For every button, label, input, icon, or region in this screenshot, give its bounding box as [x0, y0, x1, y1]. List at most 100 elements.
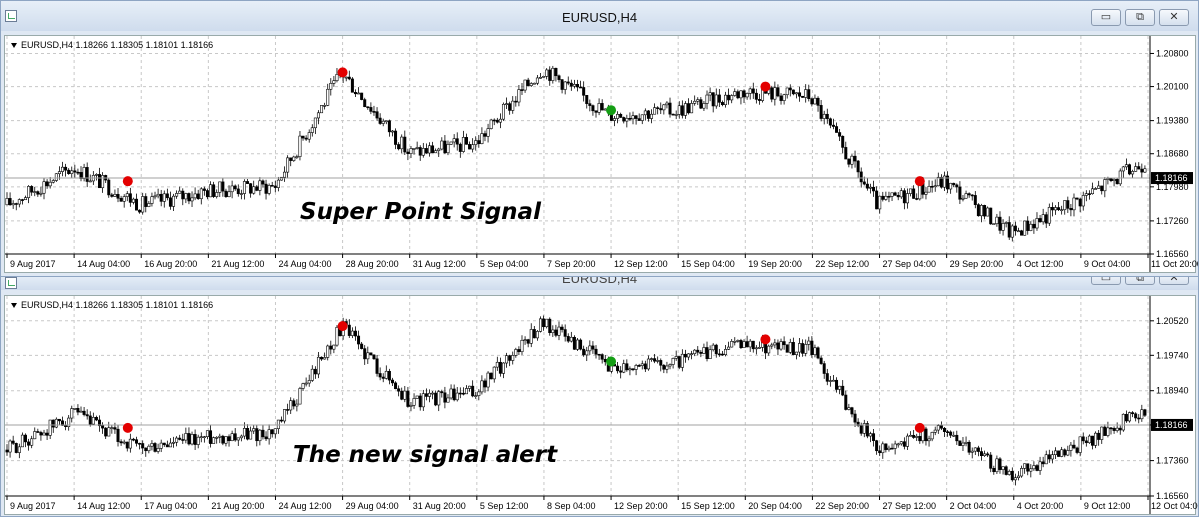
candle-body: [1041, 461, 1045, 465]
chart-window-top[interactable]: EURUSD,H4 ▭ ⧉ ✕ 1.20800 1.20100 1.19380 1.1…: [0, 0, 1199, 278]
candle-body: [936, 425, 940, 431]
candle-body: [591, 345, 595, 350]
candle-body: [249, 183, 253, 194]
candle-body: [387, 370, 391, 381]
candle-body: [209, 184, 213, 198]
candle-body: [187, 433, 191, 445]
candle-body: [757, 99, 761, 101]
candle-body: [218, 181, 222, 193]
signal-dot: [122, 422, 133, 433]
candle-body: [739, 90, 743, 99]
candle-body: [307, 132, 311, 140]
candle-body: [560, 79, 564, 90]
candle-body: [967, 441, 971, 453]
close-button[interactable]: ✕: [1159, 277, 1189, 285]
candle-body: [249, 430, 253, 440]
candle-body: [168, 442, 172, 448]
candle-body: [492, 119, 496, 122]
candle-body: [653, 107, 657, 115]
candle-body: [421, 148, 425, 156]
candle-body: [477, 391, 481, 396]
minimize-button[interactable]: ▭: [1091, 277, 1121, 285]
current-price-box: [1151, 172, 1193, 185]
candle-body: [782, 94, 786, 101]
candle-body: [961, 197, 965, 200]
time-label: 31 Aug 12:00: [413, 259, 466, 269]
price-label: 1.19740: [1156, 350, 1189, 360]
candle-body: [1060, 449, 1064, 457]
candle-body: [316, 356, 320, 375]
candle-body: [714, 344, 718, 355]
candle-body: [421, 393, 425, 408]
candle-body: [868, 186, 872, 189]
candle-body: [1066, 200, 1070, 209]
signal-dot: [914, 422, 925, 433]
symbol-info[interactable]: EURUSD,H4 1.18266 1.18305 1.18101 1.1816…: [11, 40, 213, 50]
price-label: 1.20800: [1156, 48, 1189, 58]
title-bar[interactable]: EURUSD,H4 ▭ ⧉ ✕: [1, 1, 1198, 31]
candle-body: [1013, 477, 1017, 481]
candle-body: [85, 414, 89, 417]
candle-body: [708, 349, 712, 359]
candle-body: [523, 79, 527, 91]
minimize-button[interactable]: ▭: [1091, 9, 1121, 26]
candle-body: [939, 176, 943, 188]
chart-window-icon[interactable]: [5, 10, 17, 22]
candle-body: [246, 428, 250, 440]
restore-button[interactable]: ⧉: [1125, 9, 1155, 26]
chart-area[interactable]: 1.20520 1.19740 1.18940 1.18166 1.17360 1.165…: [4, 295, 1198, 516]
candle-body: [209, 430, 213, 444]
candle-body: [650, 113, 654, 119]
candle-body: [498, 361, 502, 374]
candle-body: [1131, 171, 1135, 175]
candle-body: [819, 105, 823, 119]
candle-body: [353, 330, 357, 337]
candle-body: [61, 166, 65, 172]
candle-body: [560, 326, 564, 330]
candle-body: [813, 97, 817, 105]
chart-window-icon[interactable]: [5, 277, 17, 289]
candle-body: [847, 158, 851, 165]
close-button[interactable]: ✕: [1159, 9, 1189, 26]
candle-body: [1094, 188, 1098, 190]
candle-body: [1072, 444, 1076, 449]
chevron-down-icon[interactable]: [11, 303, 17, 309]
candle-body: [841, 135, 845, 148]
candle-body: [224, 436, 228, 444]
candle-body: [779, 95, 783, 101]
chart-window-bottom[interactable]: EURUSD,H4 ▭ ⧉ ✕ 1.20520 1.19740 1.18940 1.1…: [0, 276, 1199, 517]
price-label: 1.16560: [1156, 491, 1189, 501]
candle-body: [147, 445, 151, 452]
symbol-info[interactable]: EURUSD,H4 1.18266 1.18305 1.18101 1.1816…: [11, 300, 213, 310]
candle-body: [785, 87, 789, 96]
candle-body: [893, 192, 897, 196]
candle-body: [828, 380, 832, 382]
candle-body: [936, 176, 940, 187]
restore-button[interactable]: ⧉: [1125, 277, 1155, 285]
title-bar[interactable]: EURUSD,H4 ▭ ⧉ ✕: [1, 277, 1198, 290]
candle-body: [893, 443, 897, 449]
price-chart[interactable]: 1.20800 1.20100 1.19380 1.18680 1.17980 1.172…: [5, 36, 1198, 274]
candle-body: [461, 137, 465, 152]
chevron-down-icon[interactable]: [11, 43, 17, 49]
chart-area[interactable]: 1.20800 1.20100 1.19380 1.18680 1.17980 1.172…: [4, 35, 1198, 274]
candle-body: [868, 433, 872, 437]
candle-body: [634, 365, 638, 370]
candle-body: [631, 115, 635, 120]
candle-body: [930, 432, 934, 440]
candle-body: [45, 432, 49, 436]
candle-body: [955, 434, 959, 442]
candle-body: [64, 425, 68, 427]
candle-body: [529, 329, 533, 344]
candle-body: [14, 443, 18, 453]
candle-body: [304, 382, 308, 385]
candle-body: [1001, 223, 1005, 231]
candle-body: [1109, 178, 1113, 182]
candle-body: [178, 437, 182, 440]
candle-body: [138, 209, 142, 213]
candle-body: [67, 169, 71, 174]
candle-body: [1103, 179, 1107, 192]
candle-body: [458, 143, 462, 152]
candle-body: [141, 196, 145, 213]
price-chart[interactable]: 1.20520 1.19740 1.18940 1.18166 1.17360 1.165…: [5, 296, 1198, 516]
